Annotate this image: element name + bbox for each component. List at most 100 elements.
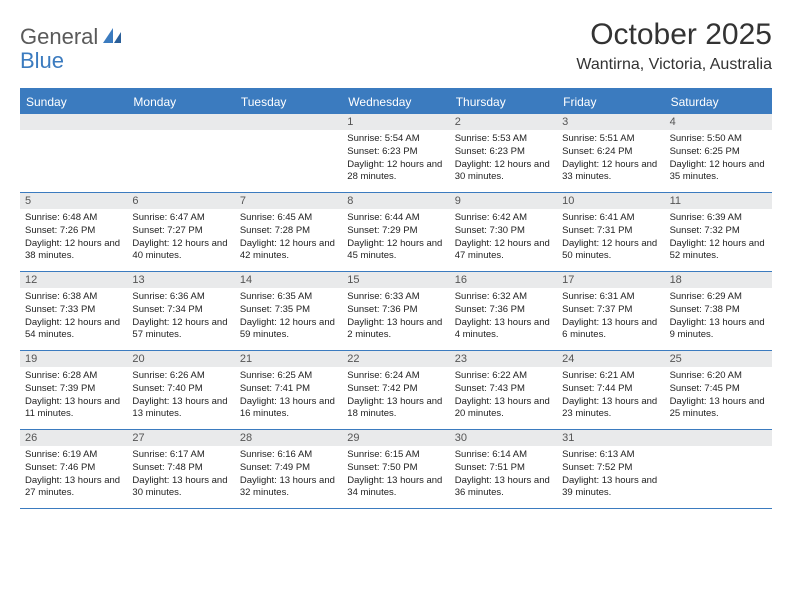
day-body: Sunrise: 6:20 AMSunset: 7:45 PMDaylight:… — [665, 367, 772, 425]
day-body: Sunrise: 6:21 AMSunset: 7:44 PMDaylight:… — [557, 367, 664, 425]
day-cell — [235, 114, 342, 192]
sunset-text: Sunset: 7:51 PM — [455, 462, 552, 475]
day-cell: 2Sunrise: 5:53 AMSunset: 6:23 PMDaylight… — [450, 114, 557, 192]
daylight-text: Daylight: 12 hours and 54 minutes. — [25, 317, 122, 343]
day-body: Sunrise: 6:17 AMSunset: 7:48 PMDaylight:… — [127, 446, 234, 504]
day-cell: 21Sunrise: 6:25 AMSunset: 7:41 PMDayligh… — [235, 351, 342, 429]
sunrise-text: Sunrise: 6:19 AM — [25, 449, 122, 462]
sunset-text: Sunset: 7:49 PM — [240, 462, 337, 475]
sunrise-text: Sunrise: 6:44 AM — [347, 212, 444, 225]
sunrise-text: Sunrise: 6:14 AM — [455, 449, 552, 462]
weeks-container: 1Sunrise: 5:54 AMSunset: 6:23 PMDaylight… — [20, 114, 772, 509]
weekday-header: Tuesday — [235, 90, 342, 114]
sunrise-text: Sunrise: 6:35 AM — [240, 291, 337, 304]
sunrise-text: Sunrise: 6:47 AM — [132, 212, 229, 225]
day-cell: 1Sunrise: 5:54 AMSunset: 6:23 PMDaylight… — [342, 114, 449, 192]
day-body: Sunrise: 6:42 AMSunset: 7:30 PMDaylight:… — [450, 209, 557, 267]
weekday-header: Friday — [557, 90, 664, 114]
day-number: 25 — [665, 351, 772, 367]
day-number: 20 — [127, 351, 234, 367]
sunset-text: Sunset: 7:28 PM — [240, 225, 337, 238]
weekday-header: Wednesday — [342, 90, 449, 114]
daylight-text: Daylight: 12 hours and 45 minutes. — [347, 238, 444, 264]
day-number: 16 — [450, 272, 557, 288]
day-cell: 9Sunrise: 6:42 AMSunset: 7:30 PMDaylight… — [450, 193, 557, 271]
daylight-text: Daylight: 13 hours and 2 minutes. — [347, 317, 444, 343]
day-number — [665, 430, 772, 446]
sunrise-text: Sunrise: 6:16 AM — [240, 449, 337, 462]
day-number: 27 — [127, 430, 234, 446]
day-cell: 4Sunrise: 5:50 AMSunset: 6:25 PMDaylight… — [665, 114, 772, 192]
day-cell: 10Sunrise: 6:41 AMSunset: 7:31 PMDayligh… — [557, 193, 664, 271]
sunrise-text: Sunrise: 6:33 AM — [347, 291, 444, 304]
day-cell: 22Sunrise: 6:24 AMSunset: 7:42 PMDayligh… — [342, 351, 449, 429]
sunrise-text: Sunrise: 6:13 AM — [562, 449, 659, 462]
sunrise-text: Sunrise: 6:36 AM — [132, 291, 229, 304]
daylight-text: Daylight: 13 hours and 20 minutes. — [455, 396, 552, 422]
sunset-text: Sunset: 7:50 PM — [347, 462, 444, 475]
day-number: 23 — [450, 351, 557, 367]
sunrise-text: Sunrise: 6:22 AM — [455, 370, 552, 383]
day-cell — [127, 114, 234, 192]
day-cell: 3Sunrise: 5:51 AMSunset: 6:24 PMDaylight… — [557, 114, 664, 192]
sunset-text: Sunset: 7:46 PM — [25, 462, 122, 475]
day-number: 18 — [665, 272, 772, 288]
sunset-text: Sunset: 7:32 PM — [670, 225, 767, 238]
day-number: 14 — [235, 272, 342, 288]
logo-sail-icon — [102, 26, 124, 49]
weekday-header-row: Sunday Monday Tuesday Wednesday Thursday… — [20, 90, 772, 114]
day-body: Sunrise: 6:25 AMSunset: 7:41 PMDaylight:… — [235, 367, 342, 425]
sunrise-text: Sunrise: 6:48 AM — [25, 212, 122, 225]
day-body: Sunrise: 6:33 AMSunset: 7:36 PMDaylight:… — [342, 288, 449, 346]
sunset-text: Sunset: 7:29 PM — [347, 225, 444, 238]
sunset-text: Sunset: 7:42 PM — [347, 383, 444, 396]
daylight-text: Daylight: 13 hours and 23 minutes. — [562, 396, 659, 422]
day-number: 5 — [20, 193, 127, 209]
day-body: Sunrise: 6:48 AMSunset: 7:26 PMDaylight:… — [20, 209, 127, 267]
day-number: 26 — [20, 430, 127, 446]
day-number: 17 — [557, 272, 664, 288]
daylight-text: Daylight: 13 hours and 6 minutes. — [562, 317, 659, 343]
daylight-text: Daylight: 12 hours and 47 minutes. — [455, 238, 552, 264]
location-label: Wantirna, Victoria, Australia — [576, 56, 772, 74]
day-body: Sunrise: 6:35 AMSunset: 7:35 PMDaylight:… — [235, 288, 342, 346]
sunset-text: Sunset: 7:30 PM — [455, 225, 552, 238]
day-body: Sunrise: 6:47 AMSunset: 7:27 PMDaylight:… — [127, 209, 234, 267]
day-cell: 24Sunrise: 6:21 AMSunset: 7:44 PMDayligh… — [557, 351, 664, 429]
day-number: 10 — [557, 193, 664, 209]
sunrise-text: Sunrise: 6:29 AM — [670, 291, 767, 304]
week-row: 12Sunrise: 6:38 AMSunset: 7:33 PMDayligh… — [20, 272, 772, 351]
daylight-text: Daylight: 13 hours and 11 minutes. — [25, 396, 122, 422]
weekday-header: Sunday — [20, 90, 127, 114]
day-cell: 23Sunrise: 6:22 AMSunset: 7:43 PMDayligh… — [450, 351, 557, 429]
week-row: 19Sunrise: 6:28 AMSunset: 7:39 PMDayligh… — [20, 351, 772, 430]
week-row: 26Sunrise: 6:19 AMSunset: 7:46 PMDayligh… — [20, 430, 772, 509]
day-number: 1 — [342, 114, 449, 130]
day-cell: 29Sunrise: 6:15 AMSunset: 7:50 PMDayligh… — [342, 430, 449, 508]
sunset-text: Sunset: 6:23 PM — [455, 146, 552, 159]
sunrise-text: Sunrise: 5:50 AM — [670, 133, 767, 146]
sunrise-text: Sunrise: 5:51 AM — [562, 133, 659, 146]
sunset-text: Sunset: 7:45 PM — [670, 383, 767, 396]
day-number: 2 — [450, 114, 557, 130]
day-cell: 31Sunrise: 6:13 AMSunset: 7:52 PMDayligh… — [557, 430, 664, 508]
day-cell: 30Sunrise: 6:14 AMSunset: 7:51 PMDayligh… — [450, 430, 557, 508]
sunrise-text: Sunrise: 6:31 AM — [562, 291, 659, 304]
day-number: 15 — [342, 272, 449, 288]
calendar-page: General October 2025 Wantirna, Victoria,… — [0, 0, 792, 519]
week-row: 5Sunrise: 6:48 AMSunset: 7:26 PMDaylight… — [20, 193, 772, 272]
day-body: Sunrise: 6:36 AMSunset: 7:34 PMDaylight:… — [127, 288, 234, 346]
sunset-text: Sunset: 7:39 PM — [25, 383, 122, 396]
day-number: 8 — [342, 193, 449, 209]
day-number: 24 — [557, 351, 664, 367]
day-number — [127, 114, 234, 130]
day-body: Sunrise: 6:16 AMSunset: 7:49 PMDaylight:… — [235, 446, 342, 504]
day-body: Sunrise: 6:28 AMSunset: 7:39 PMDaylight:… — [20, 367, 127, 425]
sunrise-text: Sunrise: 6:17 AM — [132, 449, 229, 462]
day-body: Sunrise: 5:50 AMSunset: 6:25 PMDaylight:… — [665, 130, 772, 188]
day-cell: 16Sunrise: 6:32 AMSunset: 7:36 PMDayligh… — [450, 272, 557, 350]
sunset-text: Sunset: 7:37 PM — [562, 304, 659, 317]
day-cell — [20, 114, 127, 192]
day-cell: 28Sunrise: 6:16 AMSunset: 7:49 PMDayligh… — [235, 430, 342, 508]
logo-text-general: General — [20, 24, 98, 50]
